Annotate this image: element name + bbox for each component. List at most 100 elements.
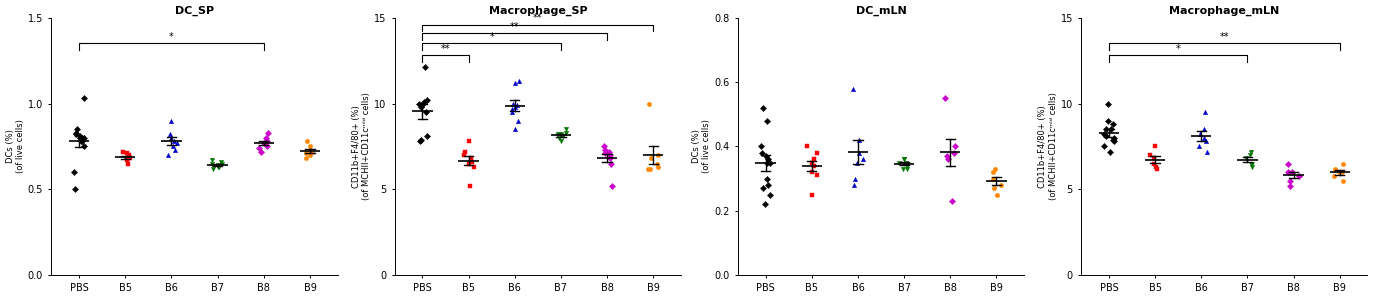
Point <box>1189 132 1211 137</box>
Point <box>1195 139 1216 144</box>
Point <box>73 144 95 149</box>
Point <box>63 170 85 175</box>
Point <box>202 166 224 171</box>
Point <box>210 159 232 164</box>
Point <box>1324 166 1346 171</box>
Point <box>118 154 140 159</box>
Point <box>295 156 317 161</box>
Text: **: ** <box>533 13 542 23</box>
Point <box>1103 122 1124 126</box>
Point <box>555 127 577 132</box>
Point <box>595 151 616 156</box>
Point <box>162 144 184 149</box>
Point <box>66 127 88 132</box>
Title: DC_SP: DC_SP <box>174 6 214 16</box>
Point <box>990 183 1012 187</box>
Point <box>934 96 956 100</box>
Point <box>206 163 228 168</box>
Point <box>1278 178 1300 183</box>
Point <box>800 170 822 175</box>
Point <box>806 173 828 178</box>
Point <box>297 139 319 144</box>
Point <box>1329 170 1351 175</box>
Point <box>895 167 917 171</box>
Point <box>755 154 777 158</box>
Point <box>806 150 828 155</box>
Point <box>117 156 139 161</box>
Point <box>413 99 435 104</box>
Point <box>752 186 774 191</box>
Point <box>416 134 438 138</box>
Point <box>895 163 917 168</box>
Point <box>117 161 139 166</box>
Point <box>1332 161 1354 166</box>
Point <box>202 161 224 166</box>
Text: *: * <box>1175 44 1181 54</box>
Point <box>600 161 622 166</box>
Point <box>454 149 476 154</box>
Point <box>757 183 778 187</box>
Point <box>115 158 137 163</box>
Point <box>249 146 270 150</box>
Point <box>460 156 482 161</box>
Text: *: * <box>169 32 174 42</box>
Point <box>257 144 279 149</box>
Point <box>935 154 957 158</box>
Point <box>1142 156 1164 161</box>
Point <box>842 86 864 91</box>
Point <box>1188 144 1210 149</box>
Point <box>1146 166 1168 171</box>
Point <box>1277 161 1299 166</box>
Point <box>1324 173 1346 178</box>
Point <box>1241 161 1263 166</box>
Point <box>892 157 914 162</box>
Point <box>1093 132 1115 137</box>
Point <box>795 144 817 149</box>
Point <box>847 138 869 142</box>
Point <box>73 135 95 140</box>
Point <box>73 96 95 101</box>
Y-axis label: DCs (%)
(of live cells): DCs (%) (of live cells) <box>692 120 711 173</box>
Point <box>503 101 524 106</box>
Point <box>1103 137 1124 142</box>
Point <box>942 150 964 155</box>
Point <box>253 141 275 145</box>
Point <box>1100 127 1122 132</box>
Point <box>1138 152 1160 157</box>
Point <box>299 152 321 157</box>
Point <box>846 160 868 165</box>
Point <box>599 152 621 157</box>
Point <box>207 165 229 170</box>
Point <box>459 161 481 166</box>
Point <box>1330 170 1352 175</box>
Point <box>161 118 183 123</box>
Point <box>555 130 577 135</box>
Point <box>757 157 778 162</box>
Point <box>159 135 181 140</box>
Point <box>645 161 667 166</box>
Point <box>1097 118 1119 123</box>
Point <box>888 160 910 165</box>
Point <box>1093 144 1115 149</box>
Point <box>63 187 85 192</box>
Point <box>507 103 529 108</box>
Point <box>757 160 778 165</box>
Point <box>459 184 481 188</box>
Point <box>1144 161 1166 166</box>
Point <box>158 132 180 137</box>
Point <box>1288 173 1310 178</box>
Point <box>751 150 773 155</box>
Point <box>851 157 873 162</box>
Point <box>299 144 321 149</box>
Point <box>411 137 432 142</box>
Text: **: ** <box>441 44 450 54</box>
Point <box>1277 170 1299 175</box>
Point <box>750 144 772 149</box>
Point <box>638 101 660 106</box>
Point <box>638 166 660 171</box>
Point <box>943 144 965 149</box>
Title: DC_mLN: DC_mLN <box>855 6 906 16</box>
Point <box>1193 127 1215 132</box>
Point <box>69 135 91 140</box>
Point <box>453 152 475 157</box>
